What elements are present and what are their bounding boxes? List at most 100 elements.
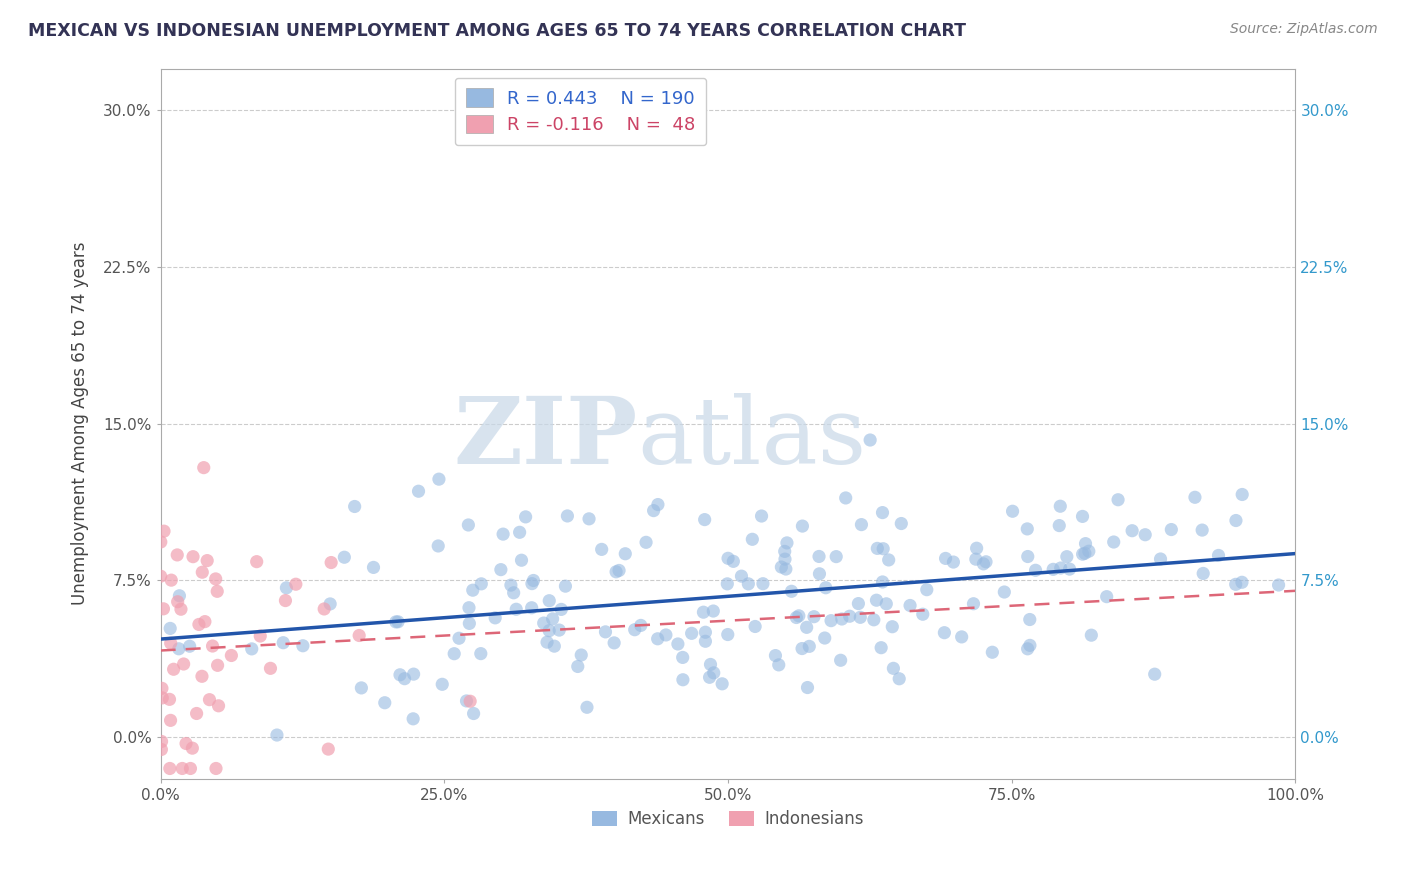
Point [159,636,181,650]
Point [520,600,543,615]
Point [773,544,796,558]
Point [484,611,506,625]
Point [814,631,837,645]
Point [205,762,228,776]
Point [492,527,515,541]
Point [1080,628,1102,642]
Point [150,734,173,748]
Point [181,549,204,564]
Point [1107,492,1129,507]
Point [603,636,626,650]
Point [981,645,1004,659]
Point [388,667,411,681]
Point [198,692,221,706]
Text: MEXICAN VS INDONESIAN UNEMPLOYMENT AMONG AGES 65 TO 74 YEARS CORRELATION CHART: MEXICAN VS INDONESIAN UNEMPLOYMENT AMONG… [28,22,966,40]
Point [872,574,894,589]
Point [347,628,370,642]
Point [150,681,173,696]
Point [1049,500,1071,514]
Point [470,647,492,661]
Point [808,549,831,564]
Point [643,503,665,517]
Point [1074,536,1097,550]
Point [181,741,204,756]
Point [1056,549,1078,564]
Point [737,577,759,591]
Point [849,610,872,624]
Point [875,597,897,611]
Point [882,661,904,675]
Point [785,610,807,624]
Point [246,555,269,569]
Point [1017,641,1039,656]
Point [1184,490,1206,504]
Point [695,634,717,648]
Point [1049,561,1071,575]
Point [427,539,450,553]
Point [201,639,224,653]
Point [557,508,579,523]
Point [1230,575,1253,590]
Point [193,460,215,475]
Point [890,516,912,531]
Point [776,536,799,550]
Point [962,597,984,611]
Point [350,681,373,695]
Point [205,584,228,599]
Point [536,635,558,649]
Point [595,624,617,639]
Point [159,714,181,728]
Point [591,542,613,557]
Point [538,593,561,607]
Point [692,605,714,619]
Point [541,612,564,626]
Point [554,579,576,593]
Point [614,547,637,561]
Point [796,681,818,695]
Point [284,577,307,591]
Point [457,518,479,533]
Point [510,553,533,567]
Point [166,595,188,609]
Point [814,581,837,595]
Point [567,659,589,673]
Point [191,669,214,683]
Point [647,632,669,646]
Point [730,569,752,583]
Point [711,677,734,691]
Point [167,641,190,656]
Point [605,565,627,579]
Point [343,500,366,514]
Point [291,639,314,653]
Point [934,625,956,640]
Point [630,618,652,632]
Point [502,586,524,600]
Text: ZIP: ZIP [453,393,637,483]
Point [790,641,813,656]
Point [751,509,773,524]
Point [150,690,173,705]
Point [703,665,725,680]
Point [935,551,957,566]
Point [170,602,193,616]
Point [266,728,288,742]
Point [463,706,485,721]
Point [548,623,571,637]
Point [882,620,904,634]
Point [765,648,787,663]
Point [204,572,226,586]
Point [169,589,191,603]
Point [623,623,645,637]
Point [972,557,994,571]
Point [1071,547,1094,561]
Point [1074,546,1097,560]
Point [1018,613,1040,627]
Point [699,657,721,672]
Point [427,472,450,486]
Point [1059,562,1081,576]
Point [458,616,481,631]
Point [505,602,527,616]
Point [533,616,555,631]
Text: Source: ZipAtlas.com: Source: ZipAtlas.com [1230,22,1378,37]
Point [1042,562,1064,576]
